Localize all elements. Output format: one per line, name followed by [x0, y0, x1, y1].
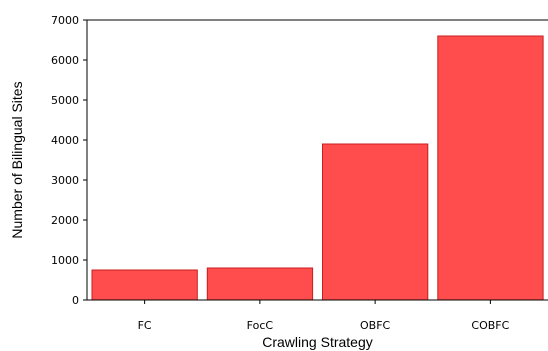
bar-focc	[206, 267, 314, 301]
y-tick-label: 0	[72, 294, 79, 307]
bar-obfc	[322, 143, 429, 301]
y-tick-label: 3000	[51, 174, 79, 187]
bar-fc	[91, 269, 198, 301]
x-tick-label: FC	[138, 319, 152, 332]
bar-group	[91, 35, 544, 301]
x-axis-title: Crawling Strategy	[262, 334, 373, 350]
bar-cobfc	[437, 35, 544, 301]
x-tick-label: FocC	[247, 319, 274, 332]
axes	[86, 19, 548, 301]
y-axis-title: Number of Bilingual Sites	[9, 81, 25, 238]
y-tick-label: 4000	[51, 134, 79, 147]
y-tick-label: 6000	[51, 54, 79, 67]
x-tick-label: OBFC	[360, 319, 391, 332]
y-tick-label: 1000	[51, 254, 79, 267]
x-tick-label: COBFC	[471, 319, 509, 332]
x-axis-ticks: FC FocC OBFC COBFC	[138, 300, 510, 332]
y-axis-ticks: 0 1000 2000 3000 4000 5000 6000 7000	[51, 14, 87, 307]
y-tick-label: 2000	[51, 214, 79, 227]
y-tick-label: 7000	[51, 14, 79, 27]
y-tick-label: 5000	[51, 94, 79, 107]
